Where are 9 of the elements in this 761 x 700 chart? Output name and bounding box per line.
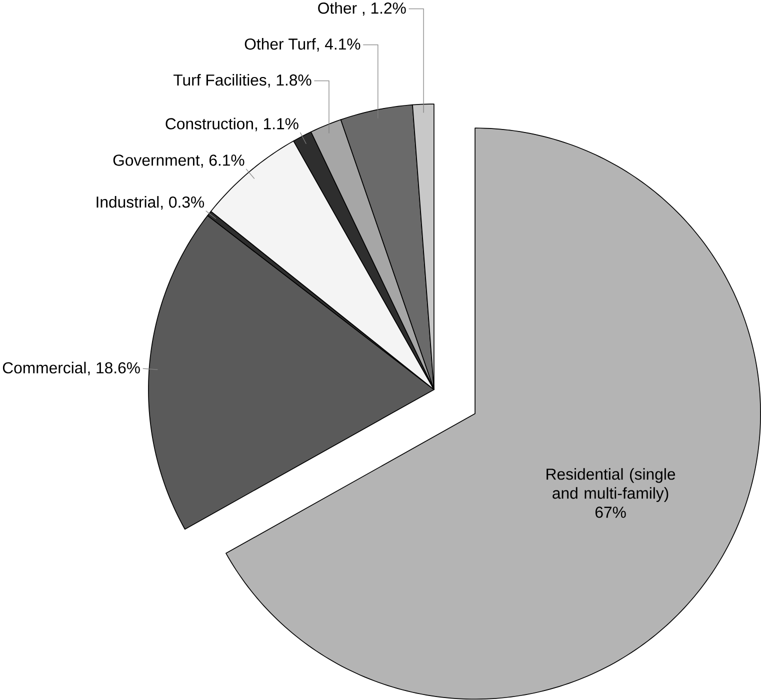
slice-label: Industrial, 0.3% [96, 196, 204, 210]
slice-label: Residential (single and multi-family) [546, 468, 676, 502]
slice-label: Other Turf, 4.1% [244, 38, 360, 52]
slice-label: Government, 6.1% [113, 154, 244, 168]
slice-label: Construction, 1.1% [166, 118, 298, 132]
slice-label: Turf Facilities, 1.8% [174, 74, 312, 88]
slice-label: Commercial, 18.6% [2, 362, 140, 376]
slice-label: Other , 1.2% [318, 2, 406, 16]
data-label: 67% [595, 506, 626, 518]
